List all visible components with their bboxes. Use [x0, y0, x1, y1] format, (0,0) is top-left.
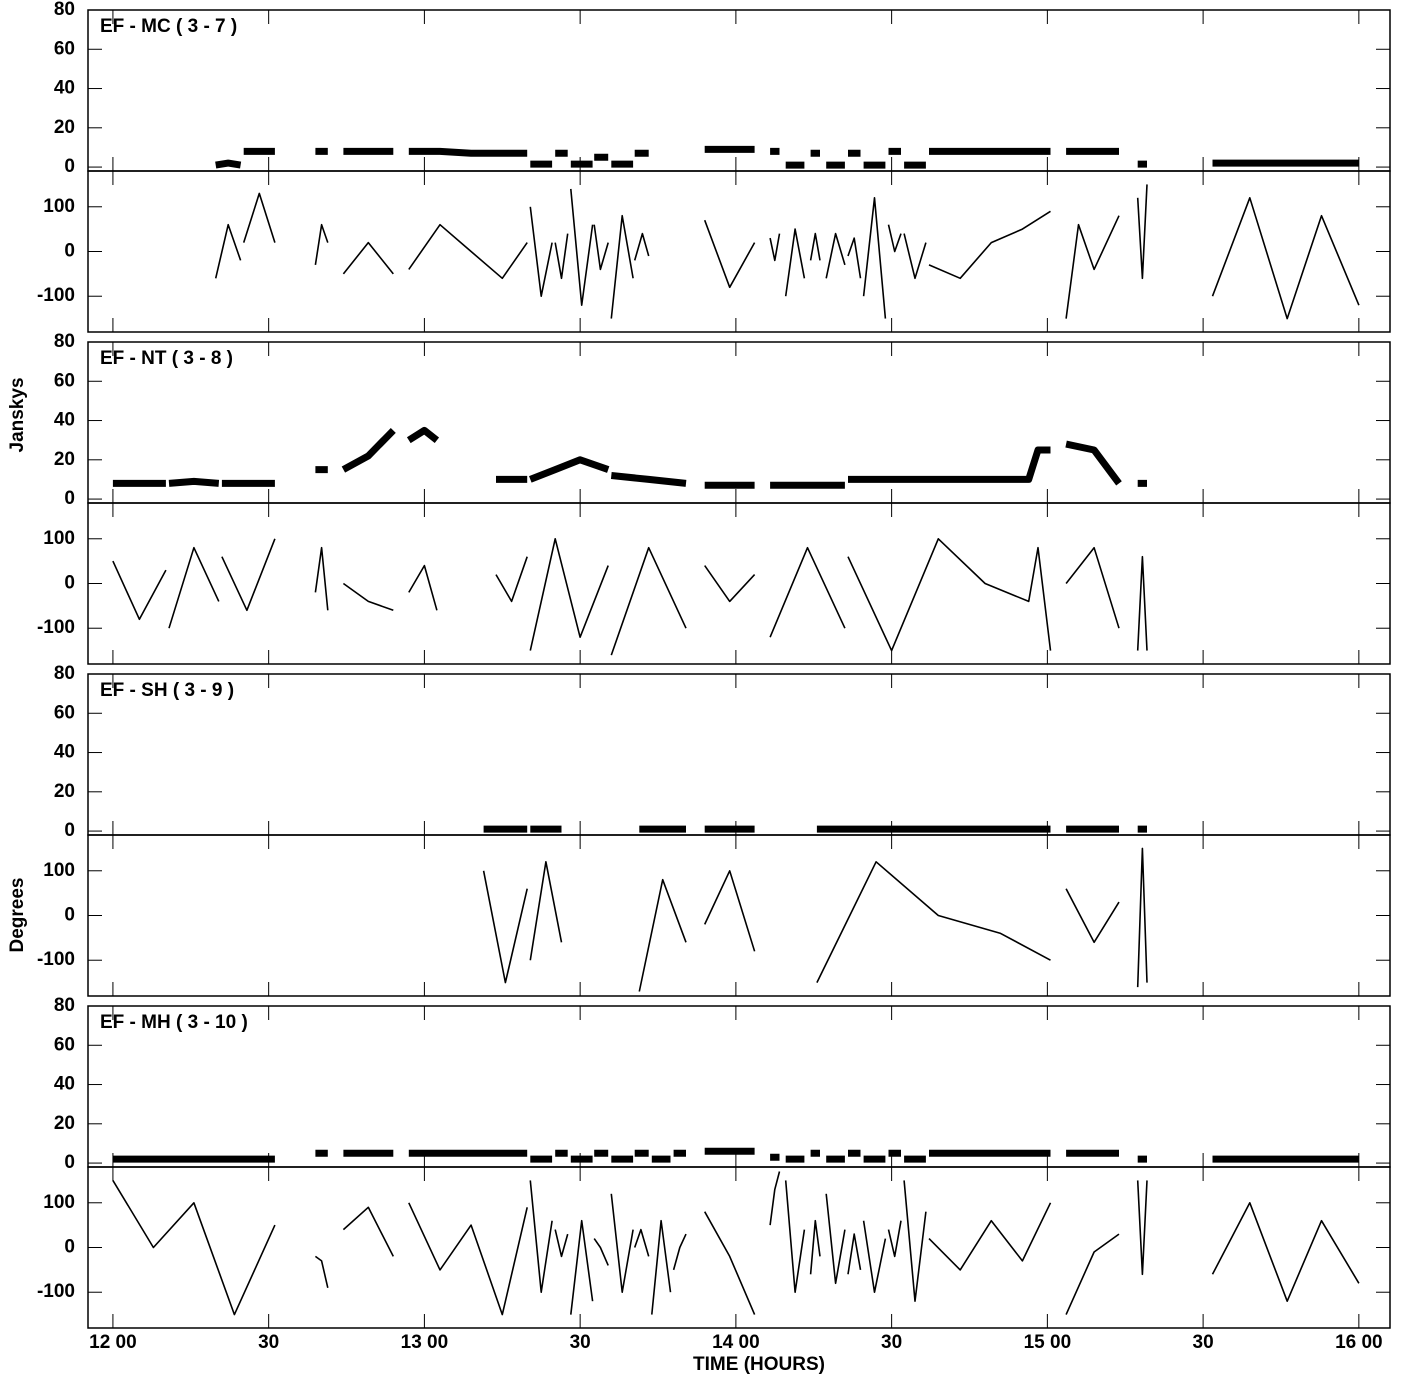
amplitude-line — [215, 145, 1359, 169]
x-tick-label: 13 00 — [401, 1332, 449, 1353]
y-tick-label: 0 — [64, 1152, 75, 1173]
y-tick-label: 40 — [54, 742, 75, 763]
panel-title: EF - SH ( 3 - 9 ) — [100, 680, 234, 701]
y-tick-label: 0 — [64, 573, 75, 594]
x-tick-label: 30 — [1193, 1332, 1214, 1353]
y-tick-label: 20 — [54, 449, 75, 470]
x-tick-label: 30 — [570, 1332, 591, 1353]
y-tick-label: 100 — [43, 1192, 75, 1213]
y-tick-label: -100 — [37, 949, 75, 970]
y-tick-label: -100 — [37, 1281, 75, 1302]
y-tick-label: 20 — [54, 1113, 75, 1134]
x-tick-label: 16 00 — [1335, 1332, 1383, 1353]
panel-frame — [87, 834, 1391, 997]
panel-frame — [87, 673, 1391, 836]
y-tick-label: 0 — [64, 488, 75, 509]
y-tick-label: 40 — [54, 1074, 75, 1095]
panel-frame — [87, 502, 1391, 665]
y-tick-label: 60 — [54, 370, 75, 391]
amplitude-line — [112, 1147, 1359, 1163]
x-tick-label: 14 00 — [712, 1332, 760, 1353]
y-tick-label: 20 — [54, 781, 75, 802]
x-axis-label: TIME (HOURS) — [693, 1354, 825, 1375]
y-tick-label: 60 — [54, 702, 75, 723]
y-tick-label: 80 — [54, 0, 75, 20]
y-tick-label: 100 — [43, 528, 75, 549]
phase-line — [112, 538, 1148, 656]
y-tick-label: 80 — [54, 663, 75, 684]
panel-title: EF - MH ( 3 - 10 ) — [100, 1012, 248, 1033]
panel-frame — [87, 1005, 1391, 1168]
x-tick-label: 12 00 — [89, 1332, 137, 1353]
y-tick-label: -100 — [37, 285, 75, 306]
x-tick-label: 15 00 — [1024, 1332, 1072, 1353]
y-tick-label: 100 — [43, 196, 75, 217]
amplitude-line — [112, 426, 1147, 489]
panel-frame — [87, 341, 1391, 504]
y-tick-label: 0 — [64, 1237, 75, 1258]
y-tick-label: 0 — [64, 905, 75, 926]
y-tick-label: 60 — [54, 38, 75, 59]
panel-frame — [87, 170, 1391, 333]
y-tick-label: 40 — [54, 410, 75, 431]
y-axis-label: Degrees — [7, 878, 28, 953]
phase-line — [112, 1171, 1360, 1316]
panel-frame — [87, 1166, 1391, 1329]
y-tick-label: 80 — [54, 331, 75, 352]
y-tick-label: 100 — [43, 860, 75, 881]
y-tick-label: 20 — [54, 117, 75, 138]
panel-title: EF - NT ( 3 - 8 ) — [100, 348, 233, 369]
x-tick-label: 30 — [881, 1332, 902, 1353]
y-tick-label: 80 — [54, 995, 75, 1016]
y-tick-label: 0 — [64, 241, 75, 262]
panel-title: EF - MC ( 3 - 7 ) — [100, 16, 237, 37]
y-axis-label: Janskys — [7, 377, 28, 452]
y-tick-label: 60 — [54, 1034, 75, 1055]
y-tick-label: 40 — [54, 78, 75, 99]
phase-line — [214, 184, 1360, 320]
y-tick-label: 0 — [64, 156, 75, 177]
y-tick-label: 0 — [64, 820, 75, 841]
x-tick-label: 30 — [258, 1332, 279, 1353]
phase-line — [482, 847, 1148, 992]
y-tick-label: -100 — [37, 617, 75, 638]
